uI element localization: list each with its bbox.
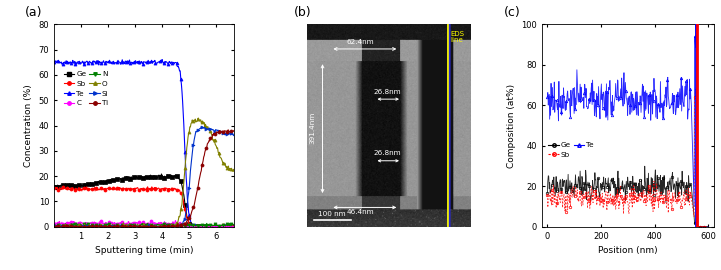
Text: (c): (c) xyxy=(504,6,521,19)
Legend: Ge, Sb, Te: Ge, Sb, Te xyxy=(546,139,596,161)
Text: 26.8nm: 26.8nm xyxy=(374,150,402,157)
Text: (a): (a) xyxy=(25,6,43,19)
Text: 100 nm: 100 nm xyxy=(319,211,346,217)
Text: EDS
line: EDS line xyxy=(451,31,464,43)
Text: 46.4nm: 46.4nm xyxy=(347,209,374,215)
Text: 26.8nm: 26.8nm xyxy=(374,89,402,95)
X-axis label: Sputtering time (min): Sputtering time (min) xyxy=(95,246,193,255)
Text: 391.4nm: 391.4nm xyxy=(309,112,315,144)
Y-axis label: Composition (at%): Composition (at%) xyxy=(507,83,516,168)
Y-axis label: Concentration (%): Concentration (%) xyxy=(24,84,33,167)
Legend: Ge, Sb, Te, C, N, O, Si, Ti: Ge, Sb, Te, C, N, O, Si, Ti xyxy=(61,68,111,109)
Text: (b): (b) xyxy=(293,6,311,19)
Text: 62.4nm: 62.4nm xyxy=(347,39,374,45)
X-axis label: Position (nm): Position (nm) xyxy=(598,246,658,255)
